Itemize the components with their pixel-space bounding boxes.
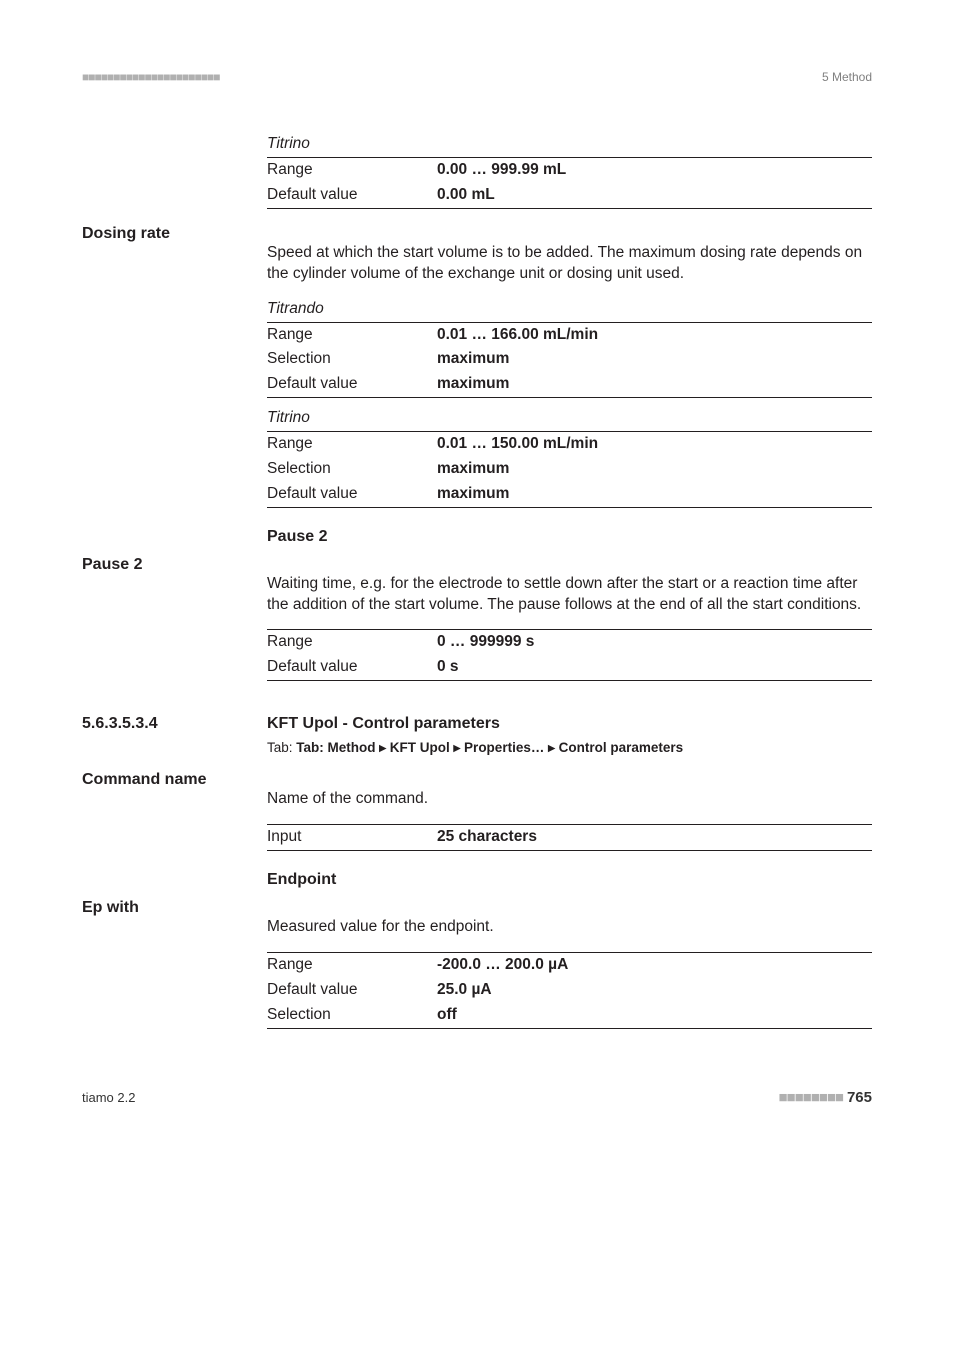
dosing-rate-label: Dosing rate [82, 225, 267, 243]
kv-key: Default value [267, 655, 437, 680]
kv-val: off [437, 1003, 872, 1028]
kv-key: Selection [267, 457, 437, 482]
pause2-label: Pause 2 [82, 556, 267, 574]
kv-val: 0.00 mL [437, 183, 872, 208]
kv-key: Range [267, 158, 437, 183]
command-name-description: Name of the command. [267, 789, 872, 810]
titrino2-table: Range 0.01 … 150.00 mL/min Selection max… [267, 432, 872, 508]
titrando-table: Range 0.01 … 166.00 mL/min Selection max… [267, 323, 872, 399]
pause2-heading: Pause 2 [267, 526, 872, 548]
kv-key: Range [267, 323, 437, 348]
footer-product: tiamo 2.2 [82, 1090, 135, 1105]
titrino2-heading: Titrino [267, 408, 872, 432]
header-dashes: ■■■■■■■■■■■■■■■■■■■■■■ [82, 70, 219, 84]
command-name-label: Command name [82, 771, 267, 789]
titrando-heading: Titrando [267, 299, 872, 323]
kv-key: Selection [267, 1003, 437, 1028]
section-title: KFT Upol - Control parameters [267, 715, 500, 733]
kv-val: 0 … 999999 s [437, 630, 872, 655]
tab-breadcrumb: Tab: Tab: Method ▸ KFT Upol ▸ Properties… [267, 739, 872, 757]
dosing-rate-description: Speed at which the start volume is to be… [267, 243, 872, 285]
kv-val: maximum [437, 347, 872, 372]
kv-val: 0 s [437, 655, 872, 680]
pause2-description: Waiting time, e.g. for the electrode to … [267, 574, 872, 616]
ep-with-description: Measured value for the endpoint. [267, 917, 872, 938]
kv-key: Range [267, 630, 437, 655]
kv-key: Default value [267, 978, 437, 1003]
page-header: ■■■■■■■■■■■■■■■■■■■■■■ 5 Method [82, 70, 872, 84]
page-number: 765 [847, 1089, 872, 1106]
titrino-table: Range 0.00 … 999.99 mL Default value 0.0… [267, 158, 872, 209]
kv-val: maximum [437, 457, 872, 482]
kv-key: Range [267, 432, 437, 457]
endpoint-table: Range -200.0 … 200.0 µA Default value 25… [267, 952, 872, 1029]
page-footer: tiamo 2.2 ■■■■■■■■ 765 [82, 1089, 872, 1106]
pause2-table: Range 0 … 999999 s Default value 0 s [267, 629, 872, 681]
kv-val: 0.01 … 150.00 mL/min [437, 432, 872, 457]
kv-val: 0.00 … 999.99 mL [437, 158, 872, 183]
kv-key: Selection [267, 347, 437, 372]
kv-val: 25.0 µA [437, 978, 872, 1003]
kv-val: maximum [437, 372, 872, 397]
ep-with-label: Ep with [82, 899, 267, 917]
kv-val: -200.0 … 200.0 µA [437, 952, 872, 977]
kv-val: 25 characters [437, 825, 872, 851]
footer-page: ■■■■■■■■ 765 [778, 1089, 872, 1106]
footer-dashes: ■■■■■■■■ [778, 1089, 842, 1106]
section-number: 5.6.3.5.3.4 [82, 715, 267, 733]
kv-key: Input [267, 825, 437, 851]
kv-val: maximum [437, 482, 872, 507]
kv-key: Default value [267, 372, 437, 397]
tab-path: Tab: Method ▸ KFT Upol ▸ Properties… ▸ C… [296, 740, 683, 755]
command-table: Input 25 characters [267, 824, 872, 851]
kv-key: Default value [267, 482, 437, 507]
header-chapter: 5 Method [822, 70, 872, 84]
titrino-heading: Titrino [267, 134, 872, 158]
kv-key: Range [267, 952, 437, 977]
kv-key: Default value [267, 183, 437, 208]
kv-val: 0.01 … 166.00 mL/min [437, 323, 872, 348]
endpoint-heading: Endpoint [267, 869, 872, 891]
